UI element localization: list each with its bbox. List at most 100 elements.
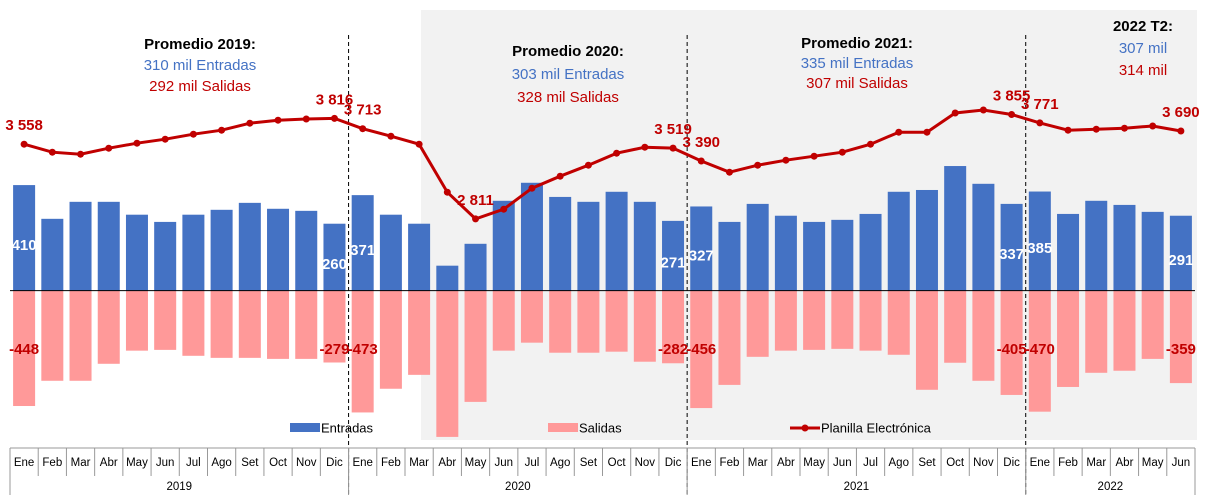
annotation: 307 mil Salidas <box>806 75 908 92</box>
x-tick-label: Feb <box>42 457 62 469</box>
line-point <box>20 140 28 148</box>
x-tick-label: Dic <box>665 457 682 469</box>
line-label: 3 390 <box>682 134 720 151</box>
x-tick-label: May <box>1142 457 1164 469</box>
annotation: Promedio 2019: <box>144 36 256 53</box>
line-point <box>1036 119 1044 127</box>
bar-label: -279 <box>319 341 349 358</box>
bar <box>887 290 910 355</box>
line-point <box>810 152 818 160</box>
bar <box>1141 211 1164 291</box>
line-point <box>725 168 733 176</box>
line-point <box>77 150 85 158</box>
x-tick-label: Abr <box>1116 457 1134 469</box>
bar <box>605 290 628 352</box>
line-point <box>500 205 508 213</box>
x-tick-label: Jul <box>186 457 201 469</box>
bar <box>464 243 487 291</box>
annotation: 307 mil <box>1119 40 1167 57</box>
bar <box>690 206 713 291</box>
bar <box>69 201 92 291</box>
line-label: 2 811 <box>457 192 494 209</box>
bar <box>803 290 826 350</box>
bar <box>408 223 431 291</box>
bar <box>944 166 967 291</box>
bar <box>97 290 120 364</box>
line-point <box>387 132 395 140</box>
line-point <box>867 140 875 148</box>
line-point <box>951 109 959 117</box>
line-label: 3 816 <box>316 91 354 108</box>
bar <box>1000 203 1023 291</box>
line-point <box>472 215 480 223</box>
bar <box>831 219 854 291</box>
bar <box>1028 191 1051 291</box>
bar <box>972 183 995 291</box>
bar <box>520 182 543 291</box>
line-point <box>584 161 592 169</box>
bar-label: -456 <box>686 341 716 358</box>
x-tick-label: Jun <box>156 457 175 469</box>
bar <box>323 290 346 363</box>
bar <box>492 200 515 291</box>
bar-label: -282 <box>658 341 688 358</box>
bar-label: 410 <box>12 237 37 254</box>
x-tick-label: Ene <box>352 457 372 469</box>
bar <box>154 221 177 291</box>
x-tick-label: Set <box>241 457 259 469</box>
bar <box>379 290 402 389</box>
bar <box>41 218 64 291</box>
line-label: 3 713 <box>344 102 382 119</box>
x-tick-label: Abr <box>100 457 118 469</box>
line-point <box>359 125 367 133</box>
legend-swatch <box>548 423 578 432</box>
line-label: 3 771 <box>1021 96 1059 113</box>
legend-label: Entradas <box>321 420 374 435</box>
annotation: 303 mil Entradas <box>512 66 625 83</box>
x-tick-label: Set <box>918 457 936 469</box>
line <box>23 108 1182 221</box>
bar <box>1000 290 1023 395</box>
legend-label: Planilla Electrónica <box>821 420 932 435</box>
bar <box>267 290 290 359</box>
x-tick-label: Mar <box>71 457 91 469</box>
annotation: 2022 T2: <box>1113 18 1173 35</box>
year-label: 2022 <box>1098 481 1124 493</box>
bar-label: 291 <box>1168 252 1193 269</box>
bar <box>1141 290 1164 359</box>
bar <box>915 290 938 390</box>
bar <box>887 191 910 291</box>
bar <box>238 202 261 291</box>
line-point <box>1149 122 1157 130</box>
bar <box>859 290 882 351</box>
bar <box>1113 290 1136 371</box>
bar <box>125 290 148 351</box>
x-tick-label: Feb <box>381 457 401 469</box>
x-tick-label: Feb <box>720 457 740 469</box>
line-point <box>330 114 338 122</box>
x-tick-label: Feb <box>1058 457 1078 469</box>
x-tick-label: Dic <box>326 457 343 469</box>
line-point <box>895 128 903 136</box>
x-tick-label: Jun <box>494 457 513 469</box>
bar <box>1085 200 1108 291</box>
bar <box>577 201 600 291</box>
line-point <box>669 144 677 152</box>
bar-label: -448 <box>9 341 39 358</box>
bar <box>210 209 233 291</box>
bar-label: 271 <box>661 255 686 272</box>
bar <box>831 290 854 349</box>
bar <box>13 185 36 291</box>
x-tick-label: Mar <box>1086 457 1106 469</box>
bar <box>125 214 148 291</box>
x-tick-label: Nov <box>973 457 994 469</box>
line-point <box>613 149 621 157</box>
bar-label: -470 <box>1025 341 1055 358</box>
x-tick-label: Jul <box>863 457 878 469</box>
bar <box>379 214 402 291</box>
bar <box>182 214 205 291</box>
bar <box>13 290 36 407</box>
bar <box>549 196 572 291</box>
bar <box>69 290 92 381</box>
line-point <box>641 143 649 151</box>
